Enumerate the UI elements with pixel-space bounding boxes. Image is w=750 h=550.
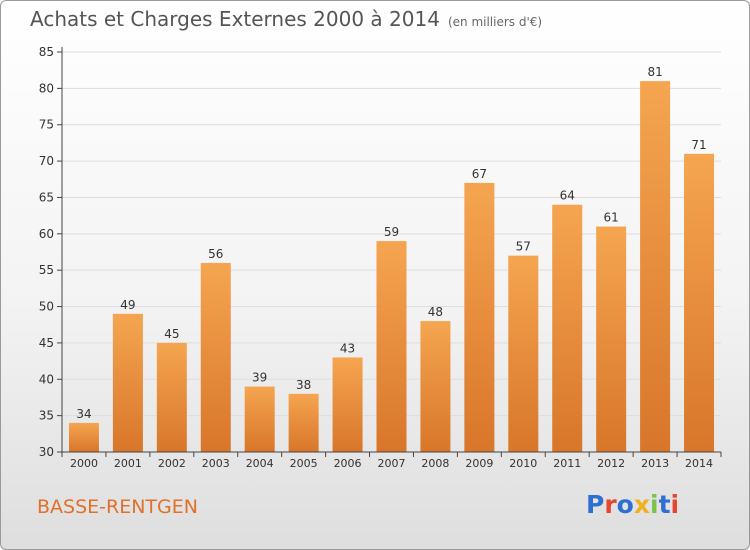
axes: 30 35 40 45 50 55 60 65 70 75 80 85 2000 2001 2002 2003…: [39, 45, 722, 470]
bar-2013: [640, 81, 671, 452]
bar-2003: [200, 262, 231, 452]
logo-letter: P: [586, 490, 605, 519]
data-label: 64: [560, 189, 575, 203]
x-tick-label: 2002: [158, 457, 186, 470]
data-label: 48: [428, 305, 443, 319]
bar-2000: [68, 422, 99, 452]
x-tick-label: 2008: [421, 457, 449, 470]
data-label: 67: [472, 167, 487, 181]
chart-subtitle: (en milliers d'€): [447, 15, 543, 29]
logo-letter: i: [670, 490, 680, 519]
logo-letter: t: [658, 490, 671, 519]
y-tick-label: 85: [39, 45, 54, 59]
x-tick-label: 2012: [597, 457, 625, 470]
bar-2005: [288, 393, 319, 452]
bar-2001: [112, 313, 143, 452]
x-tick-label: 2009: [465, 457, 493, 470]
chart-title: Achats et Charges Externes 2000 à 2014 (e…: [30, 7, 542, 31]
y-tick-label: 80: [39, 81, 54, 95]
y-tick-label: 65: [39, 190, 54, 204]
bar-2009: [464, 182, 495, 452]
x-tick-label: 2003: [202, 457, 230, 470]
y-tick-label: 55: [39, 263, 54, 277]
x-tick-label: 2001: [114, 457, 142, 470]
logo-letter: x: [633, 490, 650, 519]
x-tick-label: 2005: [290, 457, 318, 470]
y-tick-label: 50: [39, 300, 54, 314]
logo-letter: o: [616, 490, 634, 519]
y-tick-label: 75: [39, 118, 54, 132]
data-label: 57: [516, 240, 531, 254]
proxiti-logo[interactable]: Proxiti: [586, 490, 679, 519]
data-label: 49: [120, 298, 135, 312]
chart-title-text: Achats et Charges Externes 2000 à 2014: [30, 7, 440, 31]
bar-2010: [508, 255, 539, 452]
x-tick-label: 2011: [553, 457, 581, 470]
data-label: 81: [647, 65, 662, 79]
y-tick-label: 60: [39, 227, 54, 241]
data-label: 56: [208, 247, 223, 261]
bar-2004: [244, 386, 275, 452]
x-tick-label: 2000: [70, 457, 98, 470]
data-label: 39: [252, 371, 267, 385]
x-tick-label: 2013: [641, 457, 669, 470]
y-tick-label: 40: [39, 372, 54, 386]
bar-2011: [552, 204, 583, 452]
data-label: 43: [340, 341, 355, 355]
x-tick-label: 2014: [685, 457, 713, 470]
y-tick-label: 35: [39, 409, 54, 423]
bar-2008: [420, 321, 451, 452]
y-tick-label: 70: [39, 154, 54, 168]
bar-2012: [596, 226, 627, 452]
bar-2002: [156, 342, 187, 452]
logo-letter: i: [650, 490, 659, 519]
x-tick-label: 2007: [378, 457, 406, 470]
x-tick-label: 2004: [246, 457, 274, 470]
x-tick-label: 2006: [334, 457, 362, 470]
data-label: 34: [76, 407, 91, 421]
x-tick-label: 2010: [509, 457, 537, 470]
y-tick-label: 45: [39, 336, 54, 350]
bar-2007: [376, 241, 407, 452]
data-label: 45: [164, 327, 179, 341]
y-tick-label: 30: [39, 445, 54, 459]
data-label: 59: [384, 225, 399, 239]
bar-2006: [332, 357, 363, 452]
data-label: 61: [604, 211, 619, 225]
data-label: 71: [691, 138, 706, 152]
bar-2014: [684, 153, 715, 452]
bars: 34 49 45 56 39 38 43 59 48 67 57 64 61 81 71: [68, 65, 715, 452]
commune-name: BASSE-RENTGEN: [37, 496, 198, 518]
logo-letter: r: [604, 490, 617, 519]
data-label: 38: [296, 378, 311, 392]
